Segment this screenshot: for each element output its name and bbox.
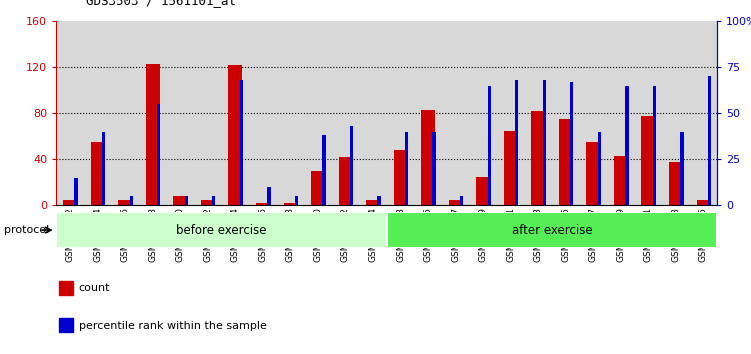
Bar [394, 150, 407, 205]
Bar [559, 119, 572, 205]
Bar [56, 21, 84, 205]
Text: percentile rank within the sample: percentile rank within the sample [79, 321, 267, 331]
Bar [669, 161, 683, 205]
Bar [680, 132, 683, 205]
Bar [708, 76, 711, 205]
Bar [607, 21, 635, 205]
Bar [119, 200, 132, 205]
Bar [366, 200, 380, 205]
Text: before exercise: before exercise [176, 224, 267, 236]
Bar [59, 318, 73, 332]
Bar [276, 21, 304, 205]
Bar [213, 196, 216, 205]
Text: after exercise: after exercise [511, 224, 593, 236]
Bar [405, 132, 409, 205]
Bar [662, 21, 689, 205]
Bar [476, 177, 490, 205]
Bar [157, 104, 161, 205]
Bar [339, 157, 352, 205]
Bar [580, 21, 607, 205]
Bar [91, 142, 104, 205]
Bar [59, 281, 73, 295]
Bar [111, 21, 139, 205]
Bar [487, 86, 491, 205]
Bar [194, 21, 222, 205]
Bar [442, 21, 469, 205]
Bar [56, 212, 387, 248]
Bar [635, 21, 662, 205]
Bar [543, 80, 546, 205]
Bar [185, 196, 188, 205]
Bar [641, 115, 655, 205]
Bar [249, 21, 276, 205]
Text: count: count [79, 284, 110, 293]
Bar [387, 212, 717, 248]
Bar [449, 200, 463, 205]
Bar [531, 111, 545, 205]
Text: GDS3503 / 1561101_at: GDS3503 / 1561101_at [86, 0, 237, 7]
Bar [598, 132, 601, 205]
Bar [139, 21, 167, 205]
Bar [378, 196, 381, 205]
Bar [304, 21, 332, 205]
Bar [173, 196, 187, 205]
Bar [696, 200, 710, 205]
Bar [84, 21, 111, 205]
Bar [322, 135, 326, 205]
Bar [350, 126, 353, 205]
Bar [256, 203, 270, 205]
Bar [524, 21, 552, 205]
Bar [515, 80, 518, 205]
Bar [130, 196, 133, 205]
Bar [295, 196, 298, 205]
Bar [689, 21, 717, 205]
Bar [240, 80, 243, 205]
Bar [421, 110, 435, 205]
Bar [415, 21, 442, 205]
Bar [102, 132, 105, 205]
Bar [497, 21, 524, 205]
Bar [74, 178, 78, 205]
Bar [228, 65, 242, 205]
Bar [504, 131, 517, 205]
Bar [460, 196, 463, 205]
Bar [614, 156, 628, 205]
Bar [167, 21, 194, 205]
Bar [201, 200, 215, 205]
Bar [570, 82, 574, 205]
Bar [469, 21, 497, 205]
Bar [222, 21, 249, 205]
Bar [387, 21, 415, 205]
Text: protocol: protocol [4, 225, 49, 235]
Bar [267, 187, 270, 205]
Bar [359, 21, 387, 205]
Bar [311, 171, 324, 205]
Bar [332, 21, 359, 205]
Bar [283, 203, 297, 205]
Bar [433, 132, 436, 205]
Bar [63, 200, 77, 205]
Bar [146, 64, 159, 205]
Bar [626, 86, 629, 205]
Bar [587, 142, 600, 205]
Bar [653, 86, 656, 205]
Bar [552, 21, 580, 205]
